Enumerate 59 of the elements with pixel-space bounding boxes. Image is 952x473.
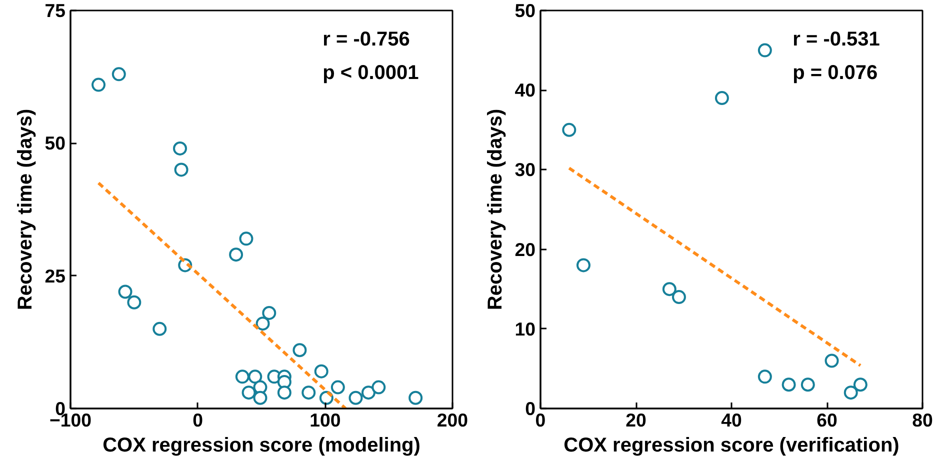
- point: [782, 378, 796, 392]
- y-tick-label: 25: [44, 265, 66, 286]
- x-tick-label: 20: [626, 410, 646, 430]
- y-tick-label: 40: [514, 80, 536, 101]
- point: [302, 386, 316, 400]
- point: [576, 258, 590, 272]
- x-tick-label: 80: [912, 410, 933, 430]
- point: [256, 316, 270, 331]
- y-tick-label: 10: [514, 318, 536, 340]
- y-tick-label: 50: [44, 132, 66, 154]
- point: [173, 141, 188, 156]
- annotation: p = 0.076: [792, 62, 878, 84]
- point: [262, 306, 276, 320]
- point: [662, 282, 676, 296]
- point: [853, 378, 868, 392]
- point: [118, 284, 132, 299]
- point: [292, 343, 307, 358]
- point: [361, 386, 376, 400]
- x-axis-title: COX regression score (modeling): [102, 434, 420, 456]
- x-tick-label: 0: [192, 410, 204, 430]
- y-axis-title: Recovery time (days): [14, 108, 37, 310]
- x-tick-label: 40: [721, 410, 742, 430]
- y-axis-title: Recovery time (days): [484, 108, 507, 310]
- x-tick-label: 100: [310, 410, 341, 430]
- x-tick-label: 60: [816, 410, 838, 430]
- point: [253, 390, 268, 405]
- point: [824, 354, 839, 368]
- point: [562, 122, 576, 137]
- point: [92, 78, 106, 92]
- annotation: p < 0.0001: [322, 62, 419, 84]
- annotation: r = -0.756: [322, 28, 410, 50]
- point: [408, 390, 423, 405]
- point: [229, 248, 244, 262]
- point: [714, 91, 729, 106]
- y-tick-label: 75: [44, 0, 66, 21]
- point: [800, 378, 815, 392]
- point: [277, 386, 292, 400]
- point: [112, 67, 126, 82]
- y-tick-label: 50: [514, 0, 536, 21]
- point: [152, 322, 167, 336]
- point: [672, 290, 686, 304]
- point: [239, 232, 254, 246]
- point: [372, 380, 386, 394]
- x-tick-label: 200: [436, 410, 468, 430]
- point: [242, 386, 256, 400]
- point: [127, 295, 142, 310]
- point: [235, 370, 250, 384]
- point: [314, 364, 328, 378]
- point: [174, 162, 188, 177]
- point: [758, 370, 772, 384]
- x-axis-title: COX regression score (verification): [564, 434, 900, 456]
- point: [348, 390, 363, 405]
- y-tick-label: 30: [514, 159, 536, 180]
- annotation: r = -0.531: [792, 28, 880, 50]
- point: [844, 386, 858, 400]
- point: [330, 380, 345, 394]
- point: [758, 43, 772, 58]
- y-tick-label: 20: [514, 238, 536, 260]
- point: [248, 370, 262, 384]
